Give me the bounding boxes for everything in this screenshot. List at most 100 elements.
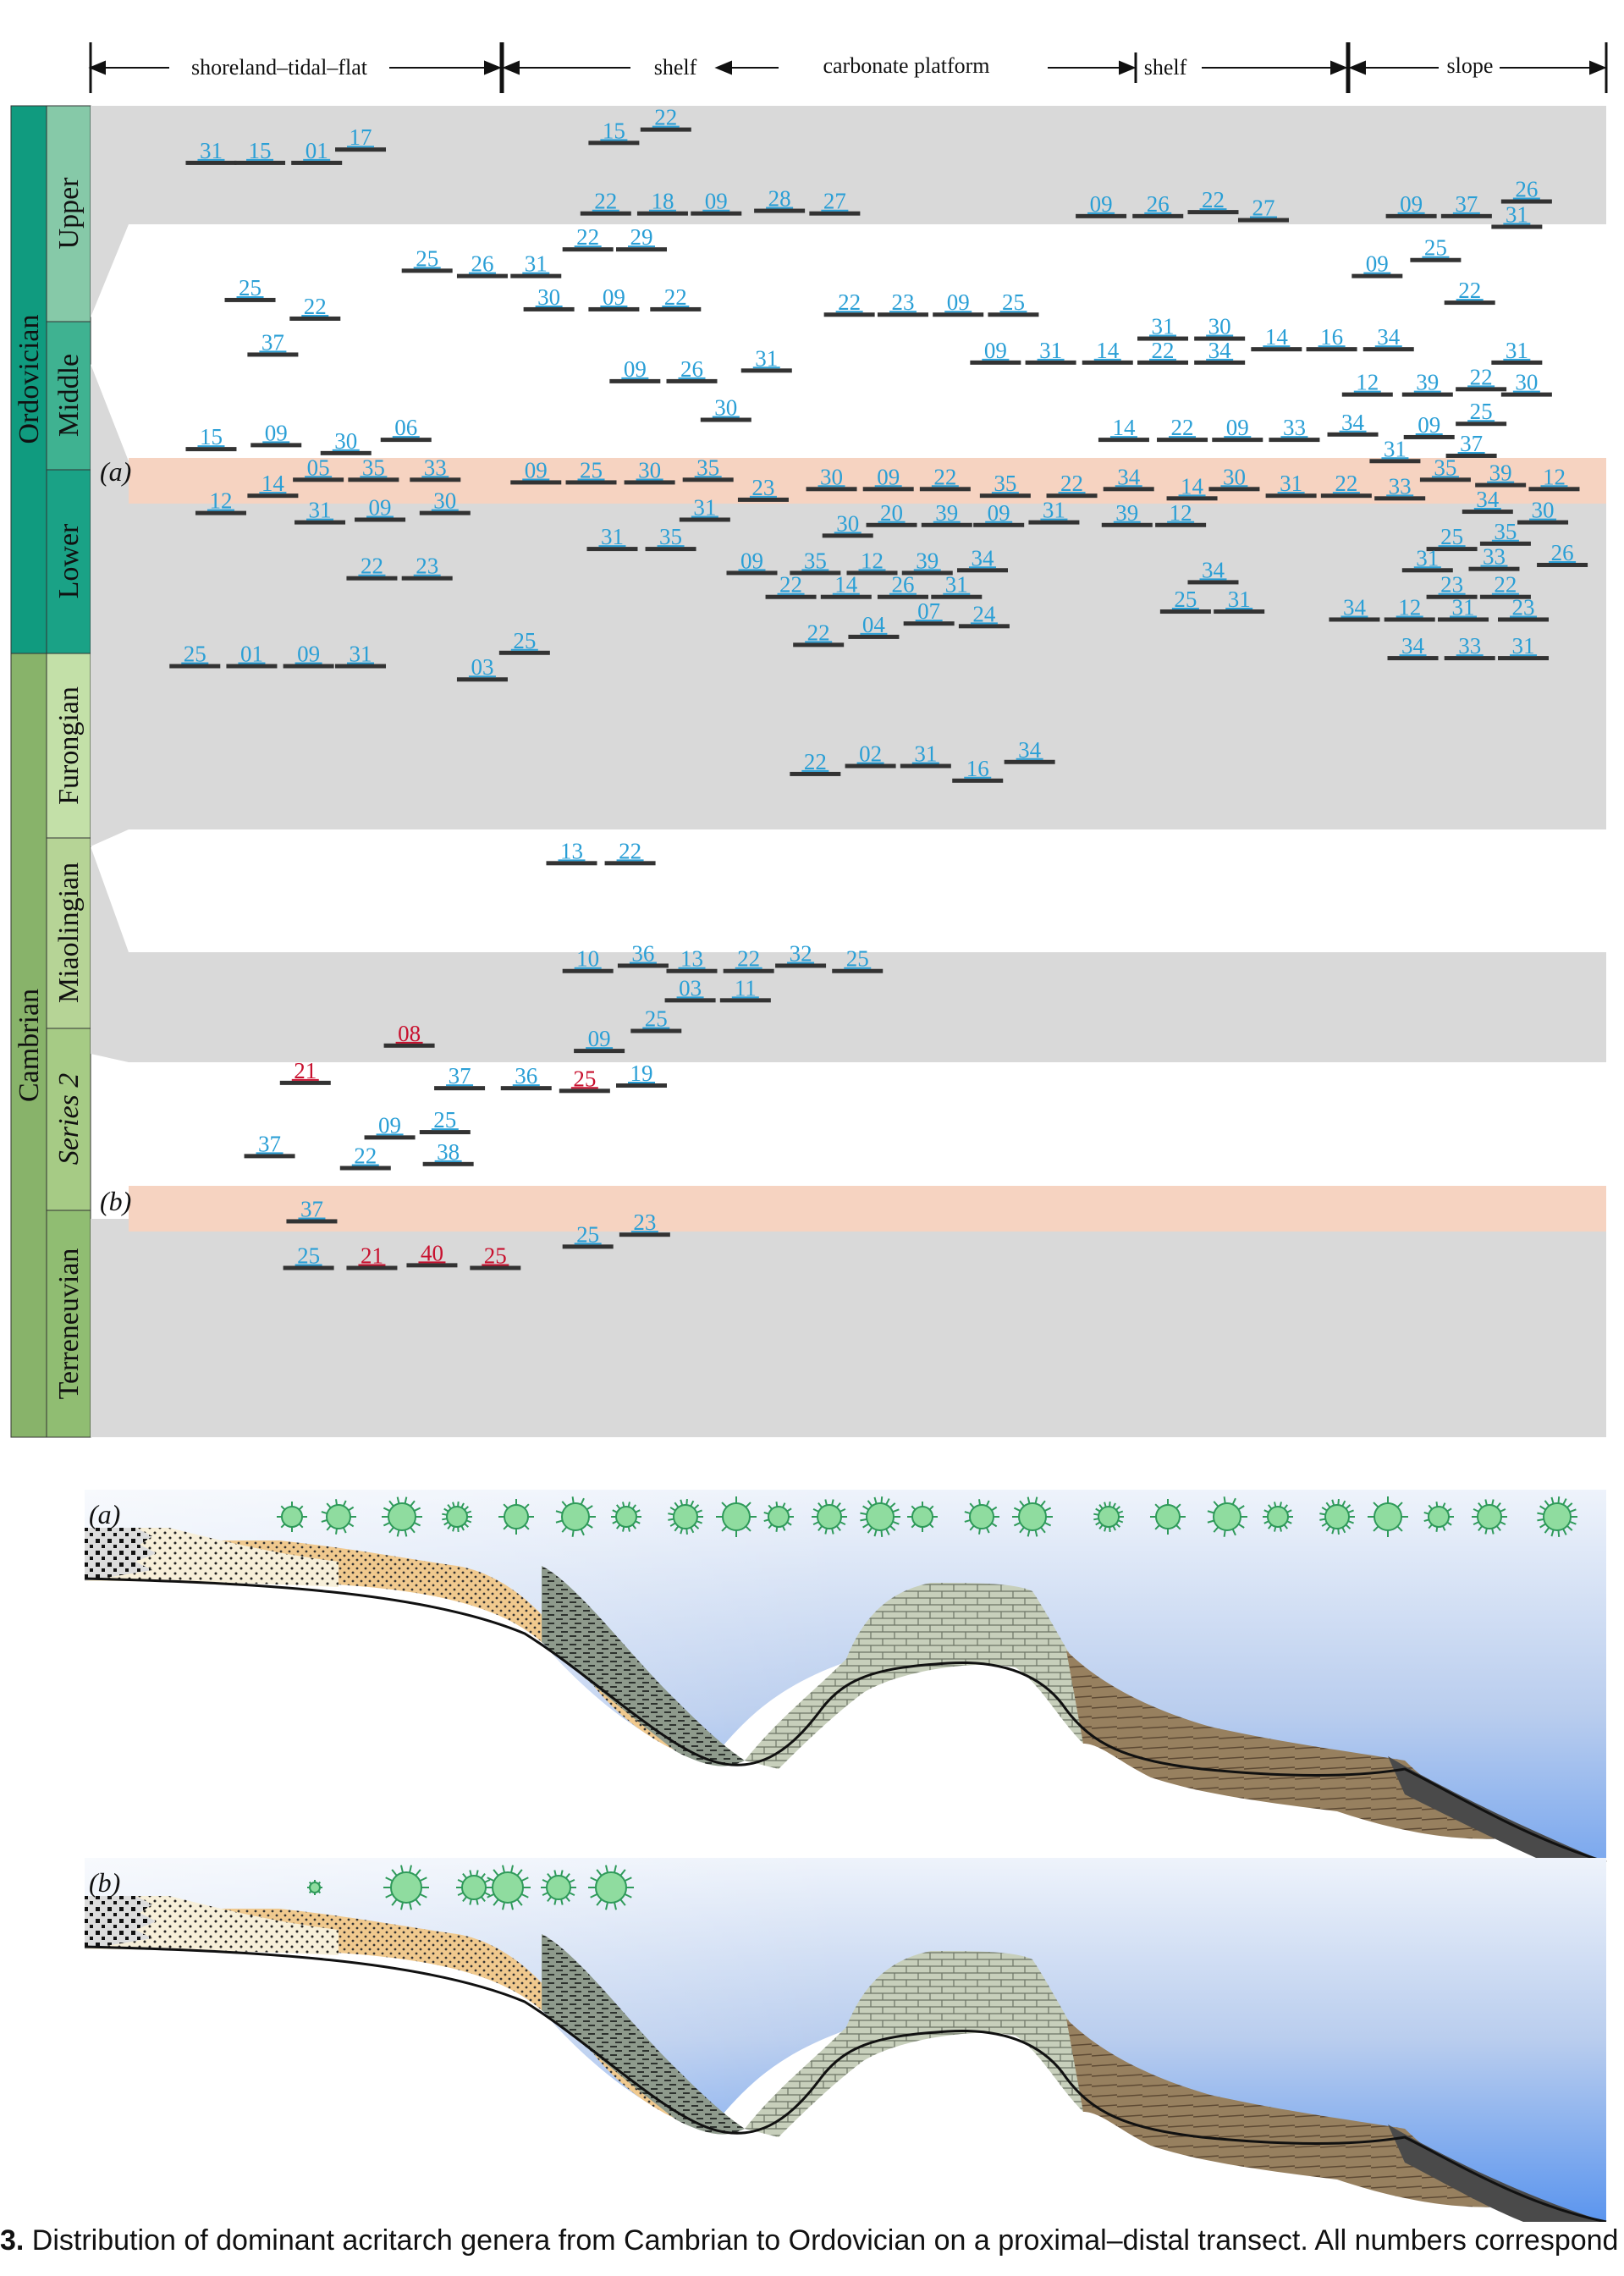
taxon-bar: [1500, 392, 1552, 397]
taxon-bar: [1479, 541, 1531, 546]
taxon-marker: 31: [1025, 338, 1076, 365]
taxon-bar: [793, 642, 845, 648]
taxon-marker: 39: [1475, 460, 1527, 488]
taxon-bar: [1187, 580, 1239, 585]
acritarch-icon: [456, 1870, 492, 1905]
taxon-bar: [283, 664, 334, 669]
taxon-bar: [666, 968, 718, 973]
taxon-bar: [952, 778, 1004, 783]
taxon-marker: 01: [291, 138, 343, 165]
taxon-marker: 31: [1401, 545, 1453, 573]
taxon-marker: 35: [1419, 455, 1471, 482]
taxon-marker: 09: [250, 420, 302, 448]
taxon-marker: 39: [901, 548, 953, 576]
taxon-marker: 35: [348, 455, 399, 482]
taxon-marker: 25: [419, 1107, 471, 1135]
taxon-marker: 26: [456, 251, 508, 278]
acritarch-icon: [860, 1496, 900, 1537]
taxon-bar: [624, 480, 675, 485]
taxon-bar: [666, 378, 718, 383]
taxon-marker: 35: [645, 524, 696, 552]
taxon-bar: [410, 477, 461, 482]
taxon-marker: 39: [921, 500, 972, 527]
taxon-bar: [1384, 617, 1435, 622]
taxon-bar: [1098, 438, 1149, 443]
taxon-marker: 22: [346, 554, 398, 581]
env-label-shelf-distal: shelf: [1144, 55, 1187, 80]
taxon-bar: [234, 160, 286, 165]
system-ordovician: Ordovician: [14, 315, 45, 444]
taxon-marker: 34: [1103, 464, 1154, 492]
taxon-bar: [700, 417, 751, 422]
taxon-bar: [586, 547, 638, 552]
taxon-bar: [877, 312, 928, 317]
taxon-bar: [580, 211, 631, 216]
taxon-marker: 24: [958, 601, 1010, 629]
taxon-marker: 22: [562, 224, 614, 252]
taxon-marker: 31: [1214, 587, 1265, 614]
taxon-marker: 25: [498, 628, 550, 655]
env-label-shoreland: shoreland–tidal–flat: [191, 55, 368, 80]
taxon-bar: [247, 352, 299, 357]
taxon-marker: 22: [1137, 338, 1189, 365]
taxon-bar: [820, 594, 872, 599]
env-label-carbonate-platform: carbonate platform: [823, 53, 989, 78]
taxon-bar: [562, 968, 614, 973]
taxon-marker: 21: [346, 1243, 398, 1270]
taxon-bar: [419, 1130, 471, 1135]
acritarch-icon: [1423, 1502, 1454, 1532]
taxon-marker: 09: [973, 500, 1025, 527]
taxon-bar: [1500, 199, 1552, 204]
taxon-bar: [1426, 547, 1478, 552]
taxon-bar: [1444, 656, 1495, 661]
taxon-bar: [1498, 656, 1550, 661]
taxon-bar: [523, 306, 575, 311]
taxon-marker: 14: [1098, 415, 1149, 443]
taxon-marker: 25: [1159, 587, 1211, 614]
taxon-bar: [723, 968, 774, 973]
taxon-marker: 14: [247, 471, 299, 499]
taxon-marker: 22: [793, 620, 845, 648]
taxon-marker: 23: [877, 289, 928, 317]
taxon-marker: 31: [740, 345, 792, 373]
taxon-marker: 25: [562, 1221, 614, 1249]
taxon-marker: 22: [650, 284, 702, 311]
acritarch-icon: [1012, 1496, 1053, 1537]
taxon-marker: 31: [931, 572, 983, 599]
taxon-marker: 22: [723, 946, 774, 973]
taxon-bar: [737, 497, 789, 502]
taxon-marker: 37: [1440, 191, 1492, 218]
taxon-bar: [1468, 566, 1520, 571]
taxon-bar: [364, 1135, 416, 1140]
taxon-bar: [293, 477, 344, 482]
taxon-bar: [931, 594, 983, 599]
taxon-marker: 25: [1410, 235, 1462, 262]
taxon-marker: 34: [1327, 410, 1379, 437]
figure-caption: 3. Distribution of dominant acritarch ge…: [0, 2224, 1624, 2275]
taxon-marker: 33: [410, 455, 461, 482]
taxon-marker: 26: [877, 572, 928, 599]
taxon-marker: 09: [1403, 412, 1455, 439]
taxon-marker: 30: [523, 284, 575, 311]
taxon-bar: [380, 438, 432, 443]
taxon-bar: [1194, 336, 1246, 341]
taxon-marker: 22: [604, 838, 656, 866]
taxon-bar: [1157, 438, 1208, 443]
taxon-bar: [1004, 759, 1055, 764]
panel-label-a: (a): [89, 1499, 120, 1529]
taxon-bar: [500, 1086, 552, 1091]
taxon-marker: 25: [470, 1243, 521, 1270]
taxon-marker: 31: [679, 494, 730, 522]
taxon-bar: [1101, 522, 1153, 527]
taxon-bar: [1159, 609, 1211, 614]
taxon-bar: [1329, 617, 1380, 622]
taxon-marker: 14: [1166, 473, 1218, 501]
taxon-marker: 36: [617, 940, 669, 968]
figure-number: 3.: [0, 2224, 25, 2257]
taxon-marker: 12: [195, 488, 246, 515]
acritarch-icon: [1263, 1502, 1293, 1532]
taxon-marker: 30: [624, 457, 675, 485]
taxon-marker: 09: [1076, 191, 1127, 218]
taxon-marker: 16: [952, 756, 1004, 783]
taxon-bar: [1208, 487, 1260, 492]
